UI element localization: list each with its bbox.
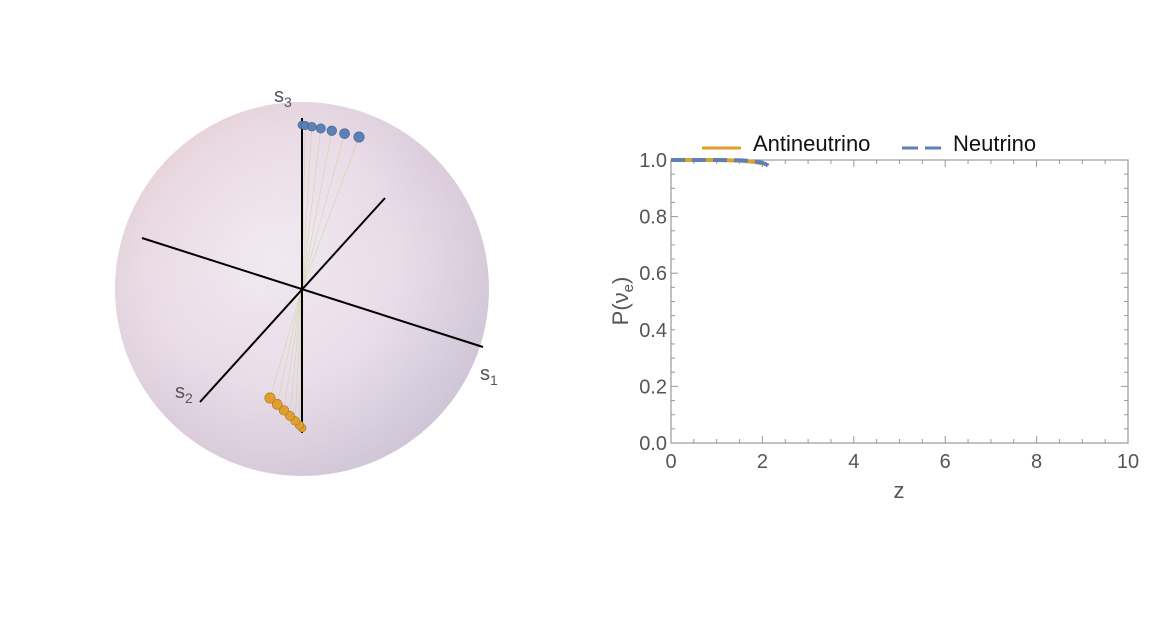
antineutrino-point: [271, 399, 283, 410]
state-spoke: [301, 136, 360, 290]
neutrino-point: [315, 123, 326, 134]
legend-label-neutrino: Neutrino: [953, 131, 1036, 156]
plot-frame: [670, 159, 1129, 444]
y-tick-label: 0.0: [639, 433, 667, 455]
s2-label: s2: [175, 381, 193, 406]
state-spoke: [301, 130, 333, 290]
antineutrino-point: [278, 405, 289, 416]
y-tick-label: 0.8: [639, 207, 667, 229]
state-spoke: [301, 133, 345, 290]
neutrino-point: [307, 121, 317, 132]
y-tick-label: 0.6: [639, 263, 667, 285]
axis-ticks: [670, 159, 1129, 444]
s1-label: s1: [480, 363, 498, 388]
s2-axis: [199, 197, 386, 403]
y-tick-label: 0.2: [639, 376, 667, 398]
antineutrino-state-points: [264, 392, 307, 433]
series-line-neutrino: [671, 158, 771, 169]
x-axis-label: z: [894, 478, 905, 503]
legend: Antineutrino Neutrino: [702, 131, 1036, 156]
neutrino-point: [339, 128, 350, 139]
state-spoke: [289, 288, 303, 416]
state-spoke: [294, 288, 303, 421]
y-axis-label: P(νe): [608, 277, 637, 326]
state-spoke: [276, 288, 303, 405]
legend-label-antineutrino: Antineutrino: [753, 131, 870, 156]
neutrino-point: [353, 131, 365, 143]
series-line-antineutrino: [671, 158, 763, 166]
y-tick-label: 1.0: [639, 150, 667, 172]
y-tick-label: 0.4: [639, 320, 667, 342]
antineutrino-point: [264, 392, 276, 404]
x-tick-label: 10: [1117, 451, 1139, 473]
x-tick-label: 8: [1031, 451, 1042, 473]
s1-axis: [141, 237, 484, 348]
x-tick-label: 2: [757, 451, 768, 473]
probability-plot: 0 2 4 6 8 10 0.0 0.2 0.4 0.6 0.8 1.0 z P(νe) Antin…: [608, 131, 1139, 503]
neutrino-point: [326, 125, 337, 136]
state-spoke: [301, 126, 313, 290]
state-spoke: [301, 128, 322, 290]
y-tick-labels: 0.0 0.2 0.4 0.6 0.8 1.0: [639, 150, 667, 455]
x-tick-label: 6: [940, 451, 951, 473]
state-spoke: [283, 288, 303, 411]
x-tick-labels: 0 2 4 6 8 10: [665, 451, 1139, 473]
bloch-sphere-panel: s3 s1 s2: [115, 85, 498, 476]
neutrino-state-points: [297, 120, 365, 143]
state-spoke: [269, 288, 303, 399]
s3-label: s3: [274, 85, 292, 110]
x-tick-label: 0: [665, 451, 676, 473]
x-tick-label: 4: [848, 451, 859, 473]
